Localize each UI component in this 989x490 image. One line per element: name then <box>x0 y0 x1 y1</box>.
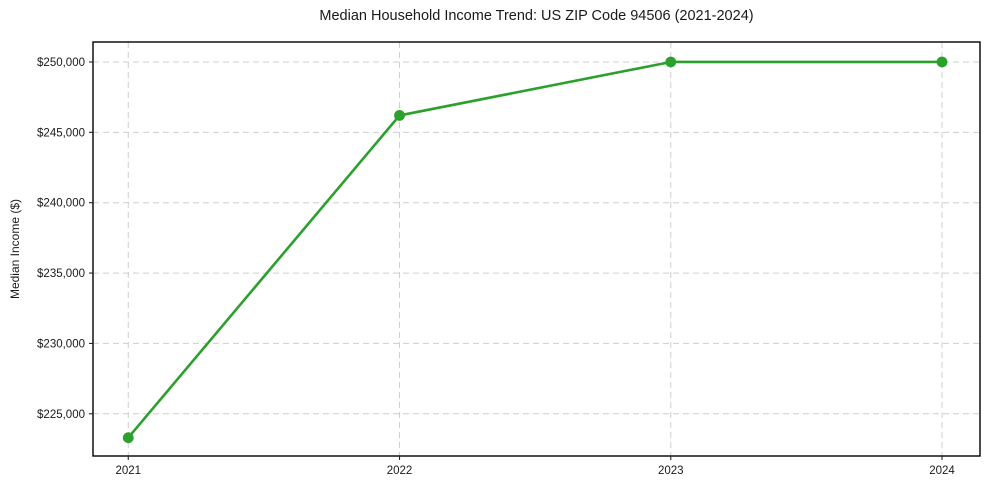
data-point-marker <box>394 110 405 121</box>
data-point-marker <box>122 432 134 444</box>
y-tick-label: $225,000 <box>37 409 85 421</box>
x-tick-label: 2021 <box>115 465 141 477</box>
data-point-marker <box>665 56 677 68</box>
chart-title: Median Household Income Trend: US ZIP Co… <box>319 8 754 24</box>
y-tick-label: $235,000 <box>37 268 85 280</box>
x-tick-label: 2023 <box>658 465 684 477</box>
data-point-marker <box>936 56 948 68</box>
x-tick-label: 2022 <box>387 465 413 477</box>
y-tick-label: $250,000 <box>37 57 85 69</box>
y-tick-label: $240,000 <box>37 198 85 210</box>
axes-spines <box>92 41 981 457</box>
series-line <box>126 60 944 440</box>
y-tick-label: $245,000 <box>37 127 85 139</box>
x-tick-label: 2024 <box>929 465 955 477</box>
y-tick-label: $230,000 <box>37 338 85 350</box>
